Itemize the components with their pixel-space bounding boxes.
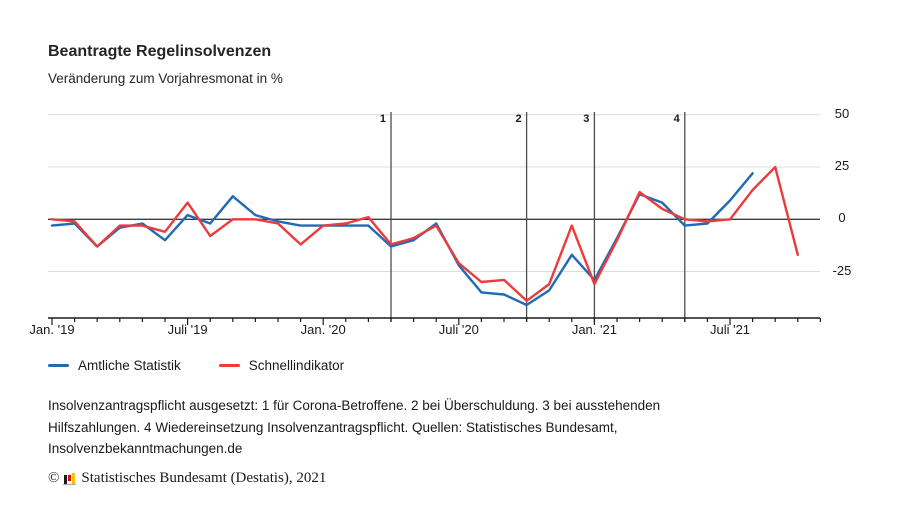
y-axis-label: 50 xyxy=(834,105,850,121)
logo-bar xyxy=(72,473,76,484)
legend-item-schnellindikator: Schnellindikator xyxy=(218,358,345,373)
series-line-schnellindikator xyxy=(50,165,799,303)
red-line-swatch-icon xyxy=(218,364,240,367)
legend: Amtliche Statistik Schnellindikator xyxy=(48,358,344,373)
x-axis-label: Jan. '20 xyxy=(300,322,346,337)
legend-label: Schnellindikator xyxy=(248,358,345,373)
logo-bar xyxy=(68,475,72,481)
legend-item-amtliche-statistik: Amtliche Statistik xyxy=(48,358,181,373)
copyright-symbol: © xyxy=(48,470,60,486)
event-line-label: 3 xyxy=(583,113,589,125)
x-axis-label: Juli '19 xyxy=(167,322,208,337)
footnote-line: Insolvenzantragspflicht ausgesetzt: 1 fü… xyxy=(48,398,661,413)
x-axis-label: Jan. '19 xyxy=(29,322,75,337)
blue-line-swatch-icon xyxy=(48,364,69,367)
destatis-logo-icon xyxy=(63,472,77,485)
x-axis-label: Juli '20 xyxy=(438,322,479,337)
logo-bar xyxy=(64,475,68,484)
y-axis-label: 0 xyxy=(838,210,846,226)
footnote: Insolvenzantragspflicht ausgesetzt: 1 fü… xyxy=(48,395,660,460)
x-axis-label: Juli '21 xyxy=(709,322,751,337)
footnote-line: Insolvenzbekanntmachungen.de xyxy=(48,441,243,456)
chart-title: Beantragte Regelinsolvenzen xyxy=(48,43,272,60)
copyright-line: © Statistisches Bundesamt (Destatis), 20… xyxy=(48,470,326,487)
y-axis-label: -25 xyxy=(832,262,852,278)
legend-label: Amtliche Statistik xyxy=(78,358,181,373)
event-line-label: 2 xyxy=(515,113,521,125)
x-axis-label: Jan. '21 xyxy=(571,322,617,337)
series-line-amtliche-statistik xyxy=(50,172,754,307)
chart-subtitle: Veränderung zum Vorjahresmonat in % xyxy=(48,71,283,86)
event-line-label: 4 xyxy=(674,113,681,125)
y-axis-label: 25 xyxy=(834,158,850,174)
copyright-text: Statistisches Bundesamt (Destatis), 2021 xyxy=(81,470,327,486)
plot-area: 1 2 3 4 xyxy=(48,112,822,325)
event-line-label: 1 xyxy=(380,113,386,125)
footnote-line: Hilfszahlungen. 4 Wiedereinsetzung Insol… xyxy=(48,419,618,435)
